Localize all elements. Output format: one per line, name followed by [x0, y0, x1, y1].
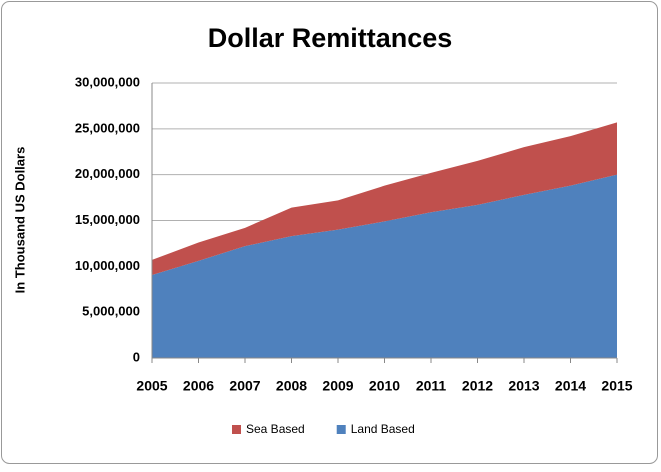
y-tick-label: 10,000,000	[75, 258, 140, 273]
y-tick-label: 5,000,000	[82, 304, 140, 319]
y-tick-label: 30,000,000	[75, 74, 140, 89]
y-tick-label: 15,000,000	[75, 212, 140, 227]
area	[152, 122, 617, 276]
x-tick-label: 2009	[322, 378, 353, 394]
x-tick-label: 2013	[508, 378, 539, 394]
y-tick-label: 25,000,000	[75, 120, 140, 135]
y-axis-label: In Thousand US Dollars	[12, 147, 27, 294]
x-tick-label: 2006	[183, 378, 214, 394]
y-tick-label: 0	[133, 349, 140, 364]
area	[152, 174, 617, 358]
x-tick-label: 2014	[555, 378, 586, 394]
legend-label: Sea Based	[246, 422, 305, 436]
y-tick-label: 20,000,000	[75, 166, 140, 181]
x-tick-label: 2011	[416, 378, 447, 394]
x-tick-label: 2010	[369, 378, 400, 394]
legend-swatch	[336, 425, 346, 434]
legend-swatch	[232, 425, 241, 434]
x-tick-label: 2007	[229, 378, 260, 394]
x-tick-label: 2008	[276, 378, 307, 394]
chart-title: Dollar Remittances	[208, 23, 453, 53]
x-tick-label: 2005	[136, 378, 167, 394]
x-tick-label: 2012	[462, 378, 493, 394]
x-tick-label: 2015	[601, 378, 632, 394]
legend-label: Land Based	[351, 422, 415, 436]
